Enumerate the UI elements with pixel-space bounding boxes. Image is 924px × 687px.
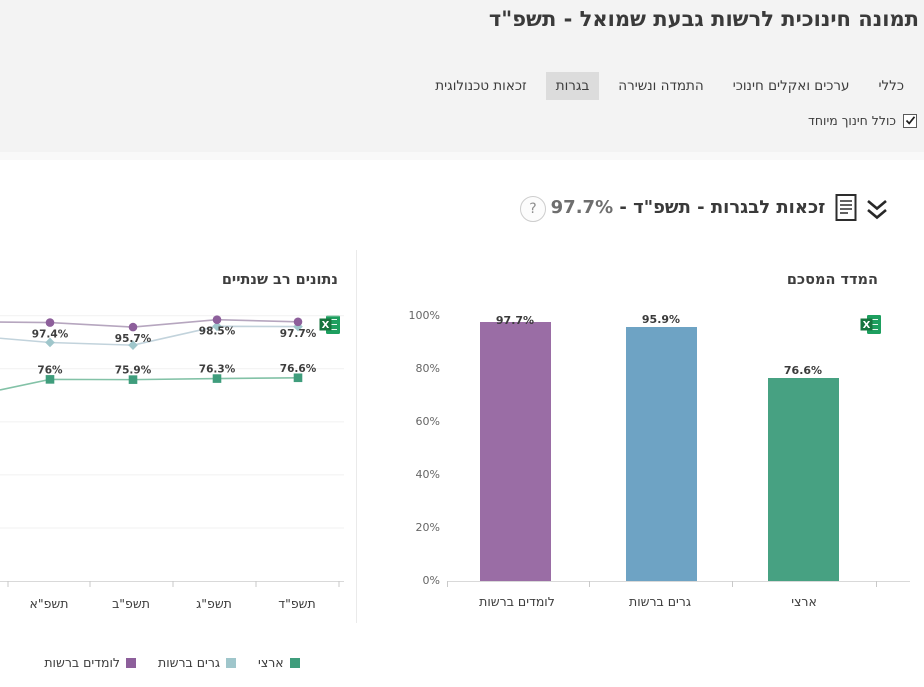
marker-circle: [212, 315, 222, 324]
header-band: [0, 0, 924, 152]
y-axis-tick-label: 80%: [415, 362, 440, 375]
collapse-icon[interactable]: [863, 199, 891, 226]
tab-tech-eligibility[interactable]: זכאות טכנולוגית: [435, 78, 527, 94]
bar-residents-in-authority: [626, 327, 697, 581]
legend-swatch-green: [289, 657, 300, 668]
line-chart-card: נתונים רב שנתיים X 76% 75.9% 76.3% 76.6% 97.…: [0, 248, 356, 687]
double-chevron-down-icon: [867, 200, 887, 220]
legend-swatch-blue: [226, 657, 237, 668]
tab-general[interactable]: כללי: [878, 78, 904, 94]
data-label: 76%: [37, 364, 63, 376]
marker-circle: [128, 322, 138, 332]
tab-persistence-dropout[interactable]: התמדה ונשירה: [618, 78, 704, 94]
data-label: 97.4%: [32, 329, 69, 341]
legend-item-residents[interactable]: גרים ברשות: [158, 655, 237, 670]
bar-category-label: גרים ברשות: [628, 594, 692, 609]
tab-values-climate[interactable]: ערכים ואקלים חינוכי: [732, 78, 850, 94]
x-axis-tick: [589, 581, 590, 587]
bar-value-label: 76.6%: [783, 364, 823, 377]
line-series: 76% 75.9% 76.3% 76.6% 97.4% 95.7% 98.5% 97.7%: [0, 315, 317, 391]
excel-logo-icon: X: [860, 315, 881, 334]
chart-legend: ארצי גרים ברשות לומדים ברשות: [0, 655, 344, 670]
y-axis-tick-label: 40%: [415, 468, 440, 481]
excel-export-icon[interactable]: X: [860, 314, 882, 339]
legend-item-national[interactable]: ארצי: [258, 655, 300, 670]
bar-category-label: לומדים ברשות: [479, 594, 555, 609]
x-axis-line: [447, 581, 910, 582]
marker-square: [212, 374, 222, 383]
x-axis-ticks: [7, 581, 340, 587]
data-label: 95.7%: [115, 333, 152, 345]
special-education-checkbox[interactable]: כולל חינוך מיוחד: [808, 113, 917, 128]
checkbox-checked-icon[interactable]: [903, 113, 917, 128]
x-axis-tick: [876, 581, 877, 587]
x-axis-tick: [732, 581, 733, 587]
legend-label: גרים ברשות: [158, 655, 221, 670]
x-axis-label: תשפ"א: [30, 596, 69, 611]
svg-text:X: X: [863, 320, 871, 331]
y-axis-tick-label: 60%: [415, 415, 440, 428]
legend-label: ארצי: [258, 655, 284, 670]
line-chart: 76% 75.9% 76.3% 76.6% 97.4% 95.7% 98.5% 97.7% ת…: [0, 315, 344, 611]
checkmark-icon: [905, 116, 915, 125]
line-chart-title: נתונים רב שנתיים: [221, 272, 338, 288]
marker-square: [45, 375, 55, 384]
excel-export-icon[interactable]: X: [319, 314, 341, 339]
header-band-edge: [0, 152, 924, 160]
bar-chart-title: המדד המסכם: [786, 272, 878, 288]
marker-square: [128, 375, 138, 384]
section-title: זכאות לבגרות - תשפ"ד - 97.7%: [540, 197, 836, 218]
y-axis-tick-label: 100%: [408, 309, 440, 322]
bar-value-label: 95.9%: [641, 313, 681, 326]
section-value: 97.7%: [550, 197, 614, 218]
x-axis-label: תשפ"ד: [278, 596, 315, 611]
legend-label: לומדים ברשות: [44, 655, 120, 670]
y-axis-tick-label: 20%: [415, 521, 440, 534]
x-axis-tick: [447, 581, 448, 587]
legend-swatch-purple: [126, 657, 136, 668]
x-axis-label: תשפ"ב: [112, 596, 150, 611]
report-icon[interactable]: [833, 193, 859, 226]
marker-circle: [293, 317, 303, 327]
document-icon: [835, 194, 857, 221]
page-title: תמונה חינוכית לרשות גבעת שמואל - תשפ"ד: [488, 7, 919, 31]
svg-text:X: X: [322, 320, 330, 331]
bar-chart-card: המדד המסכם X 100% 80% 60% 40% 20% 0% 97.…: [360, 248, 924, 687]
data-label: 97.7%: [280, 328, 317, 340]
marker-diamond: [212, 321, 222, 332]
bar-category-label: ארצי: [791, 594, 817, 609]
data-label: 76.6%: [280, 363, 317, 375]
tab-bar: כללי ערכים ואקלים חינוכי התמדה ונשירה בג…: [425, 72, 914, 100]
tab-bagrut[interactable]: בגרות: [545, 72, 600, 100]
bar-value-label: 97.7%: [495, 314, 535, 327]
data-label: 76.3%: [199, 364, 236, 376]
excel-logo-icon: X: [319, 315, 340, 334]
gridlines: [0, 315, 344, 529]
bar-national: [768, 378, 839, 581]
marker-diamond: [128, 340, 138, 350]
help-icon[interactable]: ?: [520, 196, 546, 222]
card-divider: [356, 250, 357, 623]
x-axis-label: תשפ"ג: [196, 596, 232, 611]
marker-circle: [45, 318, 55, 327]
section-title-text: זכאות לבגרות - תשפ"ד: [633, 197, 826, 218]
marker-square: [293, 373, 303, 383]
y-axis-tick-label: 0%: [422, 574, 440, 587]
data-label: 75.9%: [115, 365, 152, 377]
checkbox-label: כולל חינוך מיוחד: [808, 113, 896, 128]
section-title-separator: -: [613, 197, 634, 218]
line-ארצי: [0, 376, 299, 391]
bar-students-in-authority: [480, 322, 551, 581]
legend-item-students[interactable]: לומדים ברשות: [44, 655, 136, 670]
data-label: 98.5%: [199, 326, 236, 338]
